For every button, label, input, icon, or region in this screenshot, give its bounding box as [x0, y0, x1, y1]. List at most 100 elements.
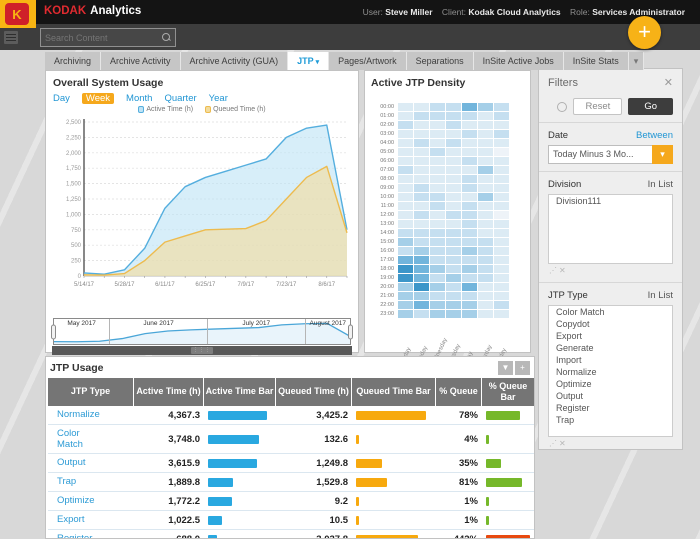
- heatmap-cell[interactable]: [430, 247, 445, 255]
- heatmap-cell[interactable]: [478, 175, 493, 183]
- division-listbox[interactable]: Division111: [548, 194, 673, 264]
- heatmap-cell[interactable]: [414, 265, 429, 273]
- series-toggle-icon[interactable]: [205, 106, 212, 113]
- heatmap-cell[interactable]: [446, 157, 461, 165]
- heatmap-cell[interactable]: [494, 310, 509, 318]
- jtp-type-link[interactable]: Register: [48, 530, 134, 538]
- heatmap-cell[interactable]: [478, 301, 493, 309]
- heatmap-cell[interactable]: [494, 202, 509, 210]
- heatmap-cell[interactable]: [494, 274, 509, 282]
- heatmap-cell[interactable]: [430, 148, 445, 156]
- period-tab-month[interactable]: Month: [126, 93, 153, 104]
- heatmap-cell[interactable]: [462, 148, 477, 156]
- heatmap-cell[interactable]: [430, 220, 445, 228]
- menu-icon[interactable]: [4, 31, 18, 44]
- heatmap-cell[interactable]: [494, 121, 509, 129]
- jtp-type-link[interactable]: Trap: [48, 473, 134, 493]
- heatmap-cell[interactable]: [494, 184, 509, 192]
- heatmap-cell[interactable]: [494, 238, 509, 246]
- jtp-list-icons[interactable]: ⋰✕: [549, 439, 673, 448]
- chevron-down-icon[interactable]: ▾: [652, 145, 673, 164]
- list-resize-grip-icon[interactable]: ⋰: [549, 266, 559, 275]
- search-icon[interactable]: [162, 33, 171, 42]
- heatmap-cell[interactable]: [462, 292, 477, 300]
- heatmap-cell[interactable]: [462, 283, 477, 291]
- heatmap-cell[interactable]: [478, 238, 493, 246]
- heatmap-cell[interactable]: [494, 103, 509, 111]
- heatmap-cell[interactable]: [430, 283, 445, 291]
- tab-separations[interactable]: Separations: [406, 52, 474, 70]
- heatmap-cell[interactable]: [462, 121, 477, 129]
- heatmap-cell[interactable]: [446, 112, 461, 120]
- heatmap-cell[interactable]: [494, 283, 509, 291]
- heatmap-cell[interactable]: [446, 202, 461, 210]
- jtp-type-link[interactable]: Optimize: [48, 492, 134, 512]
- jtp-type-listbox[interactable]: Color Match Copydot Export Generate Import No…: [548, 305, 673, 437]
- series-toggle-icon[interactable]: [138, 106, 145, 113]
- heatmap-cell[interactable]: [462, 238, 477, 246]
- heatmap-cell[interactable]: [398, 292, 413, 300]
- heatmap-cell[interactable]: [414, 175, 429, 183]
- heatmap-cell[interactable]: [398, 202, 413, 210]
- column-header[interactable]: Active Time (h): [134, 378, 204, 406]
- heatmap-cell[interactable]: [430, 103, 445, 111]
- period-tab-day[interactable]: Day: [53, 93, 70, 104]
- jtp-type-link[interactable]: Color Match: [48, 425, 134, 455]
- heatmap-cell[interactable]: [414, 130, 429, 138]
- heatmap-cell[interactable]: [430, 112, 445, 120]
- heatmap-cell[interactable]: [398, 256, 413, 264]
- heatmap-cell[interactable]: [430, 157, 445, 165]
- heatmap-cell[interactable]: [462, 220, 477, 228]
- heatmap-cell[interactable]: [446, 166, 461, 174]
- jtp-type-link[interactable]: Export: [48, 511, 134, 531]
- heatmap-cell[interactable]: [494, 256, 509, 264]
- heatmap-cell[interactable]: [478, 220, 493, 228]
- kodak-logo[interactable]: K: [0, 0, 36, 28]
- heatmap-cell[interactable]: [398, 301, 413, 309]
- division-list-item[interactable]: Division111: [556, 196, 602, 206]
- heatmap-cell[interactable]: [478, 139, 493, 147]
- jtp-type-list-item[interactable]: Import: [556, 355, 582, 365]
- heatmap-cell[interactable]: [430, 229, 445, 237]
- heatmap-cell[interactable]: [478, 274, 493, 282]
- heatmap-cell[interactable]: [494, 112, 509, 120]
- tab-insite-active-jobs[interactable]: InSite Active Jobs: [473, 52, 564, 70]
- heatmap-cell[interactable]: [398, 130, 413, 138]
- heatmap-cell[interactable]: [478, 256, 493, 264]
- heatmap-cell[interactable]: [430, 130, 445, 138]
- scrollbar-grip-icon[interactable]: ⋮⋮⋮: [191, 347, 213, 354]
- heatmap-cell[interactable]: [494, 157, 509, 165]
- column-header[interactable]: Queued Time Bar: [352, 378, 436, 406]
- heatmap-cell[interactable]: [398, 193, 413, 201]
- heatmap-cell[interactable]: [446, 229, 461, 237]
- jtp-type-link[interactable]: Output: [48, 454, 134, 474]
- heatmap-cell[interactable]: [414, 220, 429, 228]
- heatmap-cell[interactable]: [446, 148, 461, 156]
- timeline-left-handle[interactable]: [51, 324, 56, 339]
- heatmap-cell[interactable]: [430, 238, 445, 246]
- jtp-type-list-item[interactable]: Register: [556, 403, 590, 413]
- heatmap-cell[interactable]: [494, 211, 509, 219]
- list-clear-icon[interactable]: ✕: [559, 439, 568, 448]
- column-header[interactable]: Queued Time (h): [276, 378, 352, 406]
- heatmap-cell[interactable]: [478, 193, 493, 201]
- heatmap-cell[interactable]: [430, 256, 445, 264]
- add-panel-icon[interactable]: +: [515, 361, 530, 375]
- heatmap-cell[interactable]: [494, 193, 509, 201]
- heatmap-cell[interactable]: [462, 211, 477, 219]
- heatmap-cell[interactable]: [414, 247, 429, 255]
- jtp-type-list-item[interactable]: Export: [556, 331, 583, 341]
- jtp-type-link[interactable]: Normalize: [48, 406, 134, 425]
- heatmap-cell[interactable]: [430, 139, 445, 147]
- heatmap-cell[interactable]: [398, 148, 413, 156]
- heatmap-cell[interactable]: [398, 310, 413, 318]
- go-button[interactable]: Go: [628, 98, 673, 115]
- heatmap-cell[interactable]: [414, 103, 429, 111]
- jtp-type-list-item[interactable]: Color Match: [556, 307, 605, 317]
- search-input[interactable]: [41, 32, 162, 43]
- heatmap-cell[interactable]: [462, 157, 477, 165]
- heatmap-cell[interactable]: [462, 202, 477, 210]
- timeline-right-handle[interactable]: [348, 324, 353, 339]
- heatmap-cell[interactable]: [462, 184, 477, 192]
- jtp-type-list-item[interactable]: Normalize: [556, 367, 597, 377]
